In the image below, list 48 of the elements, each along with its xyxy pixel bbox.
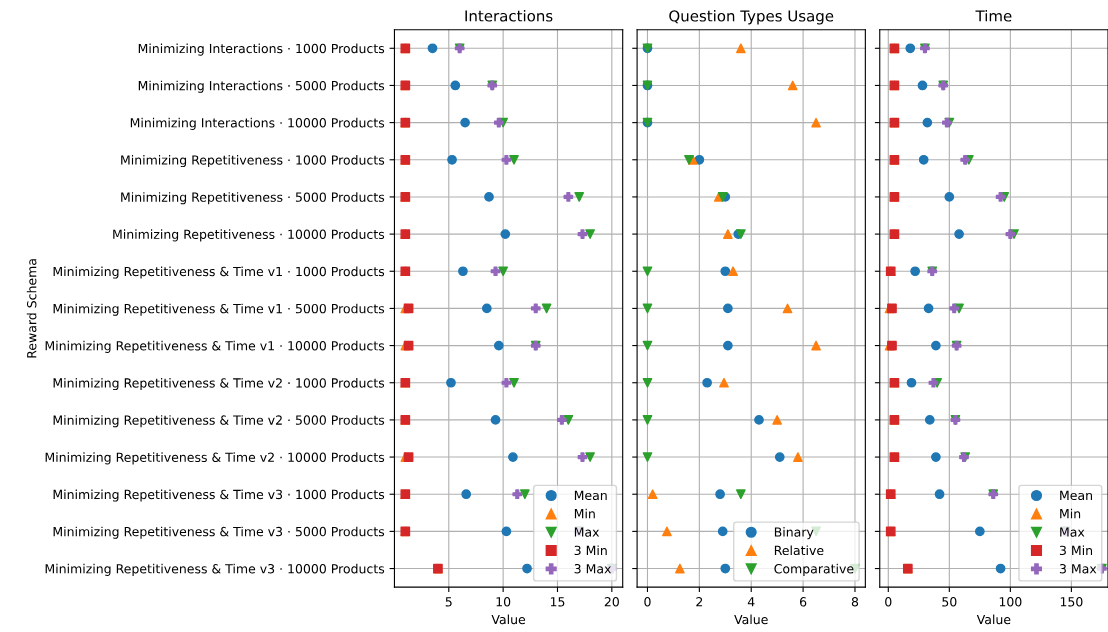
x-tick-label: 0 <box>885 597 892 607</box>
x-tick-label: 15 <box>550 597 565 607</box>
chart-title: Interactions <box>465 9 553 22</box>
legend-label: Min <box>1060 508 1081 519</box>
y-tick-label: Minimizing Repetitiveness & Time v1 · 10000 Products <box>45 340 385 353</box>
y-tick-label: Minimizing Repetitiveness & Time v1 · 1000 Products <box>53 266 385 279</box>
x-tick-label: 10 <box>496 597 511 607</box>
x-tick-label: 20 <box>604 597 619 607</box>
x-tick-label: 6 <box>799 597 807 607</box>
x-tick-label: 50 <box>942 597 957 607</box>
legend-label: 3 Max <box>574 564 612 574</box>
y-tick-label: Minimizing Repetitiveness & Time v3 · 10000 Products <box>45 563 385 576</box>
x-tick-label: 0 <box>644 597 651 607</box>
chart-title: Question Types Usage <box>669 9 834 25</box>
legend-label: 3 Min <box>1059 545 1093 556</box>
x-tick-label: 150 <box>1060 597 1083 607</box>
legend-label: Mean <box>1060 490 1092 501</box>
y-tick-label: Minimizing Repetitiveness & Time v2 · 5000 Products <box>53 415 385 428</box>
y-tick-label: Minimizing Repetitiveness & Time v3 · 5000 Products <box>53 526 385 539</box>
x-axis-title: Value <box>734 614 768 625</box>
x-tick-label: 2 <box>696 597 703 607</box>
x-axis-title: Value <box>491 614 526 625</box>
legend-label: Relative <box>774 545 824 556</box>
y-tick-label: Minimizing Interactions · 1000 Products <box>138 43 385 56</box>
y-tick-label: Minimizing Repetitiveness · 5000 Products <box>121 192 385 205</box>
y-tick-label: Minimizing Interactions · 5000 Products <box>138 80 385 93</box>
x-tick-label: 4 <box>747 597 755 607</box>
y-tick-label: Minimizing Repetitiveness & Time v1 · 5000 Products <box>53 303 385 316</box>
legend-label: Mean <box>574 490 607 501</box>
legend-label: Max <box>1060 527 1085 537</box>
y-axis-title: Reward Schema <box>26 259 37 358</box>
y-tick-label: Minimizing Repetitiveness & Time v3 · 1000 Products <box>53 489 385 502</box>
legend-label: Binary <box>774 527 814 540</box>
legend-label: Min <box>574 508 595 519</box>
y-tick-label: Minimizing Interactions · 10000 Products <box>130 117 385 130</box>
y-tick-label: Minimizing Repetitiveness · 10000 Products <box>113 229 385 242</box>
y-tick-label: Minimizing Repetitiveness & Time v2 · 1000 Products <box>53 377 385 391</box>
legend-label: 3 Max <box>1059 564 1097 574</box>
legend-label: 3 Min <box>574 545 607 556</box>
y-tick-label: Minimizing Repetitiveness · 1000 Products <box>121 155 385 168</box>
y-tick-label: Minimizing Repetitiveness & Time v2 · 10000 Products <box>45 452 385 465</box>
legend-label: Max <box>574 527 600 537</box>
x-axis-title: Value <box>976 614 1011 625</box>
x-tick-label: 5 <box>445 597 452 607</box>
x-tick-label: 100 <box>999 597 1022 607</box>
x-tick-label: 8 <box>851 597 859 607</box>
legend-label: Comparative <box>774 563 854 576</box>
chart-title: Time <box>975 9 1012 22</box>
